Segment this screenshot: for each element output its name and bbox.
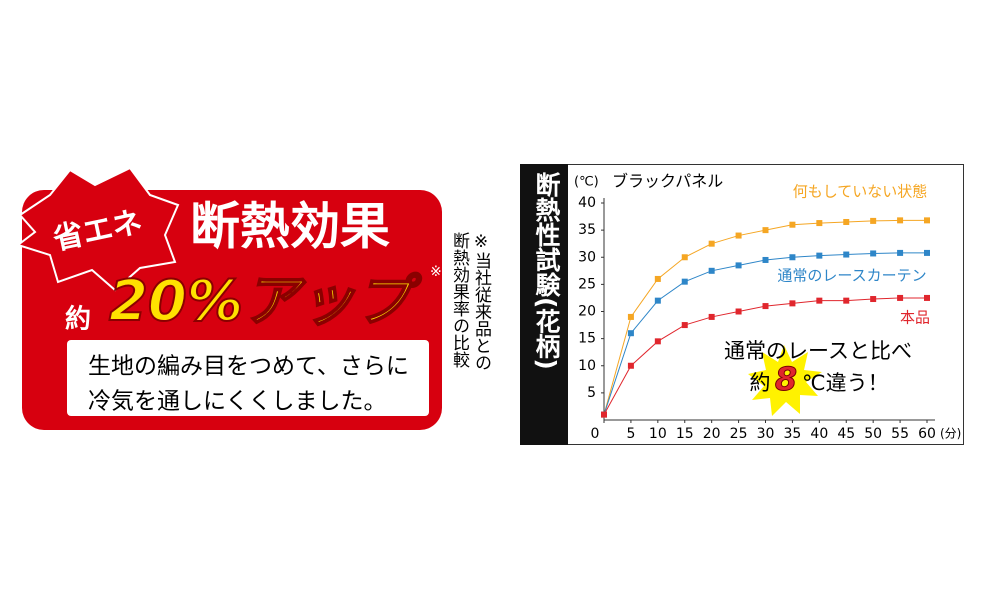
x-tick-label: 5	[626, 426, 635, 442]
point	[627, 362, 634, 369]
point	[735, 232, 742, 239]
y-tick-label: 30	[578, 249, 596, 265]
y-tick-label: 15	[578, 331, 596, 347]
point	[708, 313, 715, 320]
note: ※当社従来品との 断熱効果率の比較	[448, 232, 492, 371]
burst	[748, 345, 822, 416]
note-line: ※当社従来品との	[471, 232, 491, 371]
point	[681, 254, 688, 261]
point	[708, 240, 715, 247]
x-tick-label: 25	[730, 426, 748, 442]
point	[654, 338, 661, 345]
x-tick-label: 50	[864, 426, 882, 442]
x-tick-label: 45	[837, 426, 855, 442]
chart-title: ブラックパネル	[612, 172, 723, 191]
point	[924, 249, 930, 256]
x-tick-label: 10	[649, 426, 667, 442]
series-label: 何もしていない状態	[793, 183, 928, 201]
side-strip	[520, 164, 568, 445]
body-line: 生地の編み目をつめて、さらに	[88, 354, 409, 380]
point	[816, 220, 823, 227]
y-tick-label: 5	[587, 385, 596, 401]
annotation: 通常のレースと比べ	[724, 339, 912, 363]
point	[843, 218, 850, 225]
point	[816, 297, 823, 304]
point	[897, 249, 904, 256]
y-tick-label: 20	[578, 304, 596, 320]
point	[789, 300, 796, 307]
point	[816, 252, 823, 259]
x-tick-label: 55	[891, 426, 909, 442]
point	[843, 251, 850, 258]
x-tick-label: 20	[703, 426, 721, 442]
point	[762, 227, 769, 234]
prefix: 約	[65, 304, 91, 335]
badge-burst	[15, 166, 180, 292]
point	[897, 294, 904, 301]
point	[843, 297, 850, 304]
body-box	[67, 340, 429, 416]
point	[870, 250, 877, 257]
x-tick-label: 35	[784, 426, 802, 442]
point	[735, 262, 742, 269]
point	[762, 303, 769, 310]
point	[681, 322, 688, 329]
point	[870, 217, 877, 224]
x-tick-label: 15	[676, 426, 694, 442]
side-label: 断熱性試験(花柄)	[532, 172, 561, 370]
point	[789, 221, 796, 228]
y-tick-label: 25	[578, 276, 596, 292]
heading: 断熱効果	[190, 198, 390, 256]
highlight: 20%アップ	[109, 269, 422, 334]
point	[654, 275, 661, 282]
mark: ※	[430, 264, 442, 280]
x-tick-label: 40	[810, 426, 828, 442]
point	[601, 411, 607, 418]
x-tick-label: 0	[591, 426, 600, 442]
annotation: 約	[750, 371, 771, 395]
x-tick-label: 30	[757, 426, 775, 442]
annotation: ℃違う！	[802, 371, 889, 395]
point	[762, 256, 769, 263]
note-line: 断熱効果率の比較	[449, 232, 469, 368]
point	[735, 308, 742, 315]
body-line: 冷気を通しにくくしました。	[88, 389, 387, 415]
point	[627, 313, 634, 320]
x-tick-label: 60	[918, 426, 936, 442]
y-unit: (℃)	[574, 175, 599, 190]
point	[870, 296, 877, 303]
point	[681, 278, 688, 285]
y-tick-label: 35	[578, 222, 596, 238]
series-label: 本品	[900, 309, 930, 327]
y-tick-label: 40	[578, 195, 596, 211]
point	[627, 330, 634, 337]
point	[708, 267, 715, 274]
annotation-number: 8	[775, 360, 797, 398]
series-label: 通常のレースカーテン	[777, 267, 926, 285]
point	[897, 217, 904, 224]
point	[789, 254, 796, 261]
y-tick-label: 10	[578, 358, 596, 374]
banner	[22, 190, 442, 430]
point	[924, 294, 930, 301]
point	[654, 297, 661, 304]
point	[924, 217, 930, 224]
x-unit: (分)	[940, 427, 961, 441]
